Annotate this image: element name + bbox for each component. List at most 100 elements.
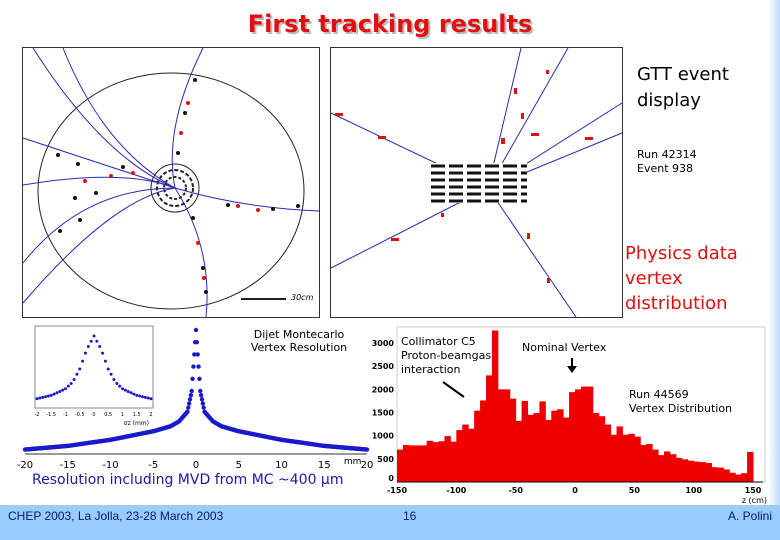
mvd-ladders-inner xyxy=(163,176,187,200)
data-point xyxy=(198,392,204,398)
detector-outline xyxy=(37,72,305,310)
histogram-bar xyxy=(497,389,505,482)
histogram-bar xyxy=(414,445,422,482)
histogram-bar xyxy=(723,469,730,482)
inset-point xyxy=(35,397,39,401)
inset-point xyxy=(75,372,79,376)
data-point xyxy=(195,352,200,357)
footer-page-number: 16 xyxy=(403,509,417,523)
histogram-bar xyxy=(509,398,517,482)
histogram-bar xyxy=(462,424,469,482)
x-axis-label: mm xyxy=(344,457,362,467)
histogram-bar xyxy=(741,473,748,482)
inset-point xyxy=(135,393,139,397)
event-display-rz xyxy=(330,47,623,318)
inset-tick-label: 1 xyxy=(121,412,124,418)
hits-black xyxy=(56,78,300,294)
inset-point xyxy=(129,391,133,395)
inset-tick-label: -0.5 xyxy=(75,412,85,418)
histogram-bar xyxy=(539,401,546,482)
mvd-outline xyxy=(150,163,200,213)
histogram-bar xyxy=(515,420,523,482)
y-tick-label: 500 xyxy=(377,455,394,464)
inset-tick-label: -2 xyxy=(35,412,40,418)
collimator-arrow xyxy=(442,381,465,398)
histogram-bar xyxy=(699,462,707,482)
inset-point xyxy=(140,395,144,399)
histogram-bar xyxy=(735,474,742,482)
gtt-label: GTT event display xyxy=(637,64,729,111)
data-point xyxy=(197,376,202,381)
inset-tick-label: 2 xyxy=(149,412,152,418)
inset-point xyxy=(49,393,53,397)
inset-point xyxy=(146,396,150,400)
histogram-bar xyxy=(450,441,457,482)
data-point xyxy=(188,392,194,398)
inset-point xyxy=(41,395,45,399)
histogram-bar xyxy=(693,461,701,482)
histogram-bar xyxy=(640,444,647,482)
x-tick-label: 50 xyxy=(629,486,641,495)
histogram-bar xyxy=(598,416,606,482)
inset-point xyxy=(89,339,93,343)
histogram-bar xyxy=(592,412,600,482)
histogram-bar xyxy=(628,433,635,482)
histogram-bar xyxy=(474,410,481,482)
histogram-bar xyxy=(426,440,434,482)
inset-point xyxy=(61,388,65,392)
x-tick-label: 15 xyxy=(318,460,331,471)
inset-point xyxy=(52,392,56,396)
nominal-vertex-annotation: Nominal Vertex xyxy=(522,341,607,354)
scale-label: 30cm xyxy=(291,293,314,302)
inset-tick-label: -1.5 xyxy=(46,412,56,418)
inset-tick-label: 0.5 xyxy=(104,412,112,418)
histogram-bar xyxy=(729,472,736,482)
data-point xyxy=(194,340,200,345)
x-tick-label: -150 xyxy=(387,486,407,495)
histogram-bar xyxy=(747,451,754,482)
histogram-bar xyxy=(397,449,404,482)
histogram-bar xyxy=(486,375,493,482)
event-number: Event 938 xyxy=(637,162,694,175)
right-decor-band xyxy=(768,0,780,505)
histogram-bar xyxy=(646,444,653,482)
footer-conference: CHEP 2003, La Jolla, 23-28 March 2003 xyxy=(8,509,224,523)
x-tick-label: 5 xyxy=(236,460,242,471)
nominal-vertex-arrowhead xyxy=(567,366,577,373)
data-point xyxy=(201,405,206,410)
inset-point xyxy=(55,391,59,395)
vertex-histogram: 0 500 1000 1500 2000 2500 3000 -150 -100 -50 0 50 10… xyxy=(372,326,767,505)
data-point xyxy=(186,405,191,410)
slide-title: First tracking results xyxy=(247,10,533,38)
inset-point xyxy=(109,372,113,376)
x-tick-label: -10 xyxy=(102,460,118,471)
histogram-bar xyxy=(658,455,665,482)
histogram-bar xyxy=(610,434,618,482)
data-point xyxy=(189,388,194,394)
histogram-bar xyxy=(527,414,534,482)
inset-point xyxy=(58,389,62,393)
inset-point xyxy=(86,345,90,349)
x-tick-label: -15 xyxy=(60,460,76,471)
tracks xyxy=(22,47,320,318)
histogram-bar xyxy=(521,400,529,482)
histogram-bar xyxy=(557,409,564,482)
histogram-bar xyxy=(420,445,428,482)
event-display-rz-drawing xyxy=(330,47,623,318)
y-tick-label: 2000 xyxy=(372,385,395,394)
histogram-bar xyxy=(438,441,445,482)
x-tick-label: 20 xyxy=(361,460,374,471)
x-tick-label: -5 xyxy=(148,460,158,471)
resolution-annotation: Dijet Montecarlo Vertex Resolution xyxy=(250,328,348,354)
data-point xyxy=(200,401,206,406)
inset-point xyxy=(78,367,82,371)
inset-point xyxy=(66,384,70,388)
histogram-bar xyxy=(652,449,659,482)
histogram-bar xyxy=(456,430,463,482)
mvd-barrel xyxy=(431,163,527,203)
inset-point xyxy=(132,392,136,396)
inset-point xyxy=(143,395,147,399)
footer-bar xyxy=(0,505,780,540)
collimator-annotation: Collimator C5 xyxy=(401,335,476,348)
